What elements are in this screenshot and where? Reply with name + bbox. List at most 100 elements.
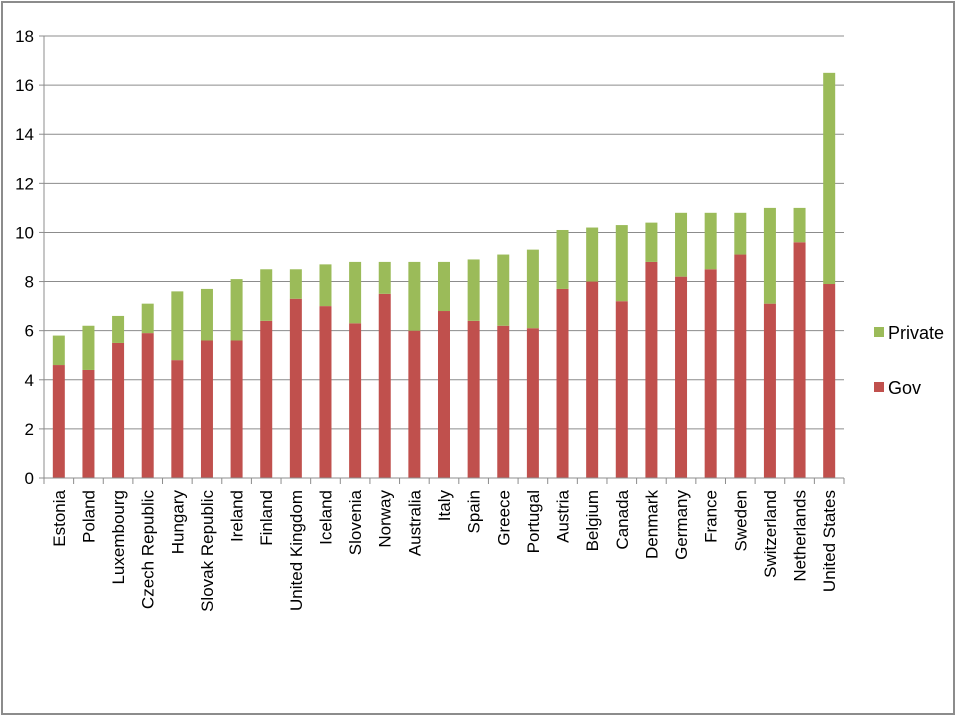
legend: Private Gov bbox=[874, 323, 944, 398]
y-tick-labels: 0 2 4 6 8 10 12 14 16 18 bbox=[15, 27, 34, 488]
bar-private-norway bbox=[378, 261, 391, 294]
x-tick-label: Portugal bbox=[524, 490, 543, 553]
bar-gov-luxembourg bbox=[112, 342, 125, 478]
bar-private-belgium bbox=[586, 227, 599, 282]
bar-gov-slovak-republic bbox=[200, 340, 213, 478]
x-tick-labels: Estonia Poland Luxembourg Czech Republic Hun… bbox=[50, 489, 839, 611]
bar-private-poland bbox=[82, 325, 95, 370]
x-tick-label: Germany bbox=[672, 490, 691, 560]
x-tick-label: Sweden bbox=[731, 490, 750, 551]
bar-private-italy bbox=[438, 261, 450, 312]
bar-gov-united-kingdom bbox=[289, 298, 302, 478]
bar-private-sweden bbox=[734, 212, 747, 255]
x-tick-label: Belgium bbox=[583, 490, 602, 551]
x-tick-label: Czech Republic bbox=[139, 490, 158, 610]
bar-private-slovak-republic bbox=[200, 288, 213, 341]
bar-gov-germany bbox=[675, 276, 688, 478]
bar-private-czech-republic bbox=[141, 303, 154, 334]
x-tick-label: Iceland bbox=[316, 490, 335, 545]
x-tick-label: Slovak Republic bbox=[198, 490, 217, 612]
bar-private-canada bbox=[615, 225, 628, 302]
x-tick-label: Greece bbox=[494, 490, 513, 546]
legend-swatch-private bbox=[874, 327, 884, 337]
bar-gov-iceland bbox=[319, 306, 332, 478]
bar-gov-czech-republic bbox=[141, 333, 154, 478]
bar-private-greece bbox=[497, 254, 510, 326]
bar-gov-poland bbox=[82, 369, 95, 478]
bar-gov-belgium bbox=[586, 281, 599, 478]
bar-private-france bbox=[704, 212, 717, 270]
bar-private-spain bbox=[467, 259, 480, 321]
bar-gov-sweden bbox=[734, 254, 747, 478]
x-tick-label: Netherlands bbox=[791, 490, 810, 582]
x-tick-label: Italy bbox=[435, 490, 454, 522]
y-tick-label: 8 bbox=[25, 273, 34, 292]
legend-label-private: Private bbox=[888, 323, 944, 343]
legend-swatch-gov bbox=[874, 382, 884, 392]
x-tick-label: United States bbox=[820, 490, 839, 592]
bar-gov-ireland bbox=[230, 340, 243, 478]
bar-gov-norway bbox=[378, 293, 391, 478]
bar-gov-finland bbox=[260, 320, 273, 478]
x-tick-label: France bbox=[702, 490, 721, 543]
x-tick-label: Switzerland bbox=[761, 490, 780, 578]
x-tick-label: Poland bbox=[79, 490, 98, 543]
bar-private-austria bbox=[556, 229, 569, 289]
bar-private-finland bbox=[260, 269, 273, 321]
y-tick-label: 4 bbox=[25, 371, 34, 390]
y-tick-label: 0 bbox=[25, 469, 34, 488]
bar-private-portugal bbox=[526, 249, 539, 329]
bar-private-estonia bbox=[52, 335, 65, 366]
bar-private-switzerland bbox=[763, 207, 776, 304]
bar-private-denmark bbox=[645, 222, 658, 262]
x-tick-label: Luxembourg bbox=[109, 490, 128, 585]
x-tick-label: Denmark bbox=[642, 490, 661, 559]
x-tick-label: Canada bbox=[613, 489, 632, 549]
bar-gov-portugal bbox=[526, 328, 539, 478]
y-tick-label: 16 bbox=[15, 76, 34, 95]
bar-private-netherlands bbox=[793, 207, 806, 243]
x-tick-label: Hungary bbox=[168, 490, 187, 555]
legend-label-gov: Gov bbox=[888, 378, 921, 398]
bar-gov-hungary bbox=[171, 360, 184, 478]
y-tick-label: 14 bbox=[15, 125, 34, 144]
bar-gov-italy bbox=[438, 311, 450, 478]
axes bbox=[39, 35, 845, 484]
bar-private-germany bbox=[675, 212, 688, 277]
y-tick-label: 6 bbox=[25, 322, 34, 341]
x-tick-label: Slovenia bbox=[346, 489, 365, 555]
y-tick-label: 10 bbox=[15, 223, 34, 242]
bar-gov-netherlands bbox=[793, 242, 806, 478]
bar-gov-canada bbox=[615, 301, 628, 478]
bar-private-australia bbox=[408, 261, 421, 331]
x-tick-label: Finland bbox=[257, 490, 276, 546]
bar-private-hungary bbox=[171, 291, 184, 361]
x-tick-label: Estonia bbox=[50, 489, 69, 546]
bar-private-luxembourg bbox=[112, 315, 125, 343]
bar-gov-austria bbox=[556, 288, 569, 478]
bar-gov-united-states bbox=[823, 284, 836, 478]
x-tick-label: Australia bbox=[405, 489, 424, 556]
bar-private-united-states bbox=[823, 72, 836, 285]
bar-gov-estonia bbox=[52, 365, 65, 478]
x-tick-label: Spain bbox=[465, 490, 484, 533]
bars bbox=[52, 72, 836, 478]
x-tick-label: Austria bbox=[554, 489, 573, 542]
bar-private-iceland bbox=[319, 264, 332, 307]
y-tick-label: 18 bbox=[15, 27, 34, 46]
bar-gov-slovenia bbox=[349, 323, 362, 478]
bar-gov-spain bbox=[467, 320, 480, 478]
bar-gov-greece bbox=[497, 325, 510, 478]
bar-gov-france bbox=[704, 269, 717, 478]
x-tick-label: Ireland bbox=[228, 490, 247, 542]
bar-private-united-kingdom bbox=[289, 269, 302, 299]
bar-private-slovenia bbox=[349, 261, 362, 324]
bar-gov-denmark bbox=[645, 261, 658, 478]
y-tick-label: 2 bbox=[25, 420, 34, 439]
x-tick-label: Norway bbox=[376, 490, 395, 548]
bar-private-ireland bbox=[230, 279, 243, 341]
bar-gov-switzerland bbox=[763, 303, 776, 478]
x-tick-label: United Kingdom bbox=[287, 490, 306, 611]
bar-gov-australia bbox=[408, 330, 421, 478]
